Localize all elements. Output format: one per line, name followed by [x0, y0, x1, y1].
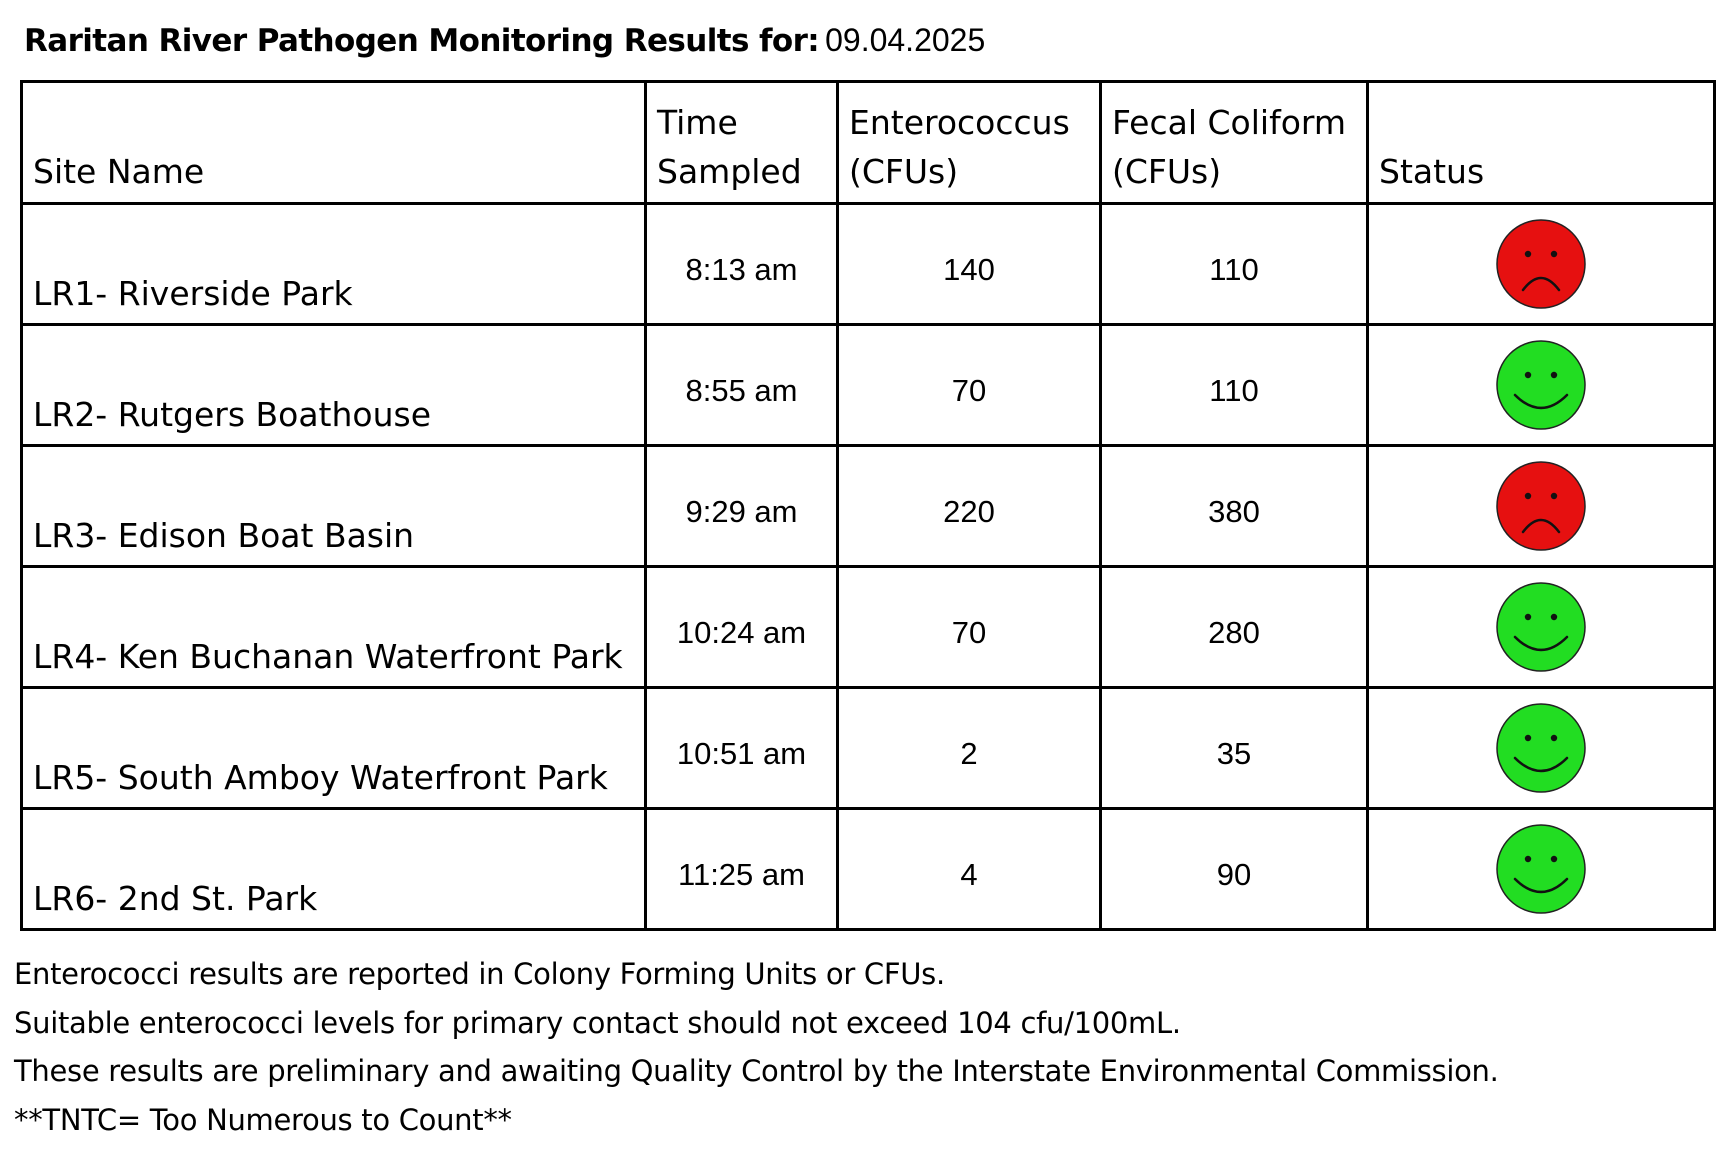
note-line: Suitable enterococci levels for primary … [14, 1005, 1181, 1040]
site-name-cell: LR6- 2nd St. Park [20, 807, 647, 931]
site-name-cell: LR4- Ken Buchanan Waterfront Park [20, 565, 647, 689]
time-sampled-cell: 11:25 am [644, 807, 839, 931]
header-site-name: Site Name [20, 80, 647, 205]
table-row: LR4- Ken Buchanan Waterfront Park 10:24 a… [20, 565, 1716, 689]
time-sampled-cell: 9:29 am [644, 444, 839, 568]
fecal-coliform-cell: 280 [1099, 565, 1369, 689]
status-cell [1366, 323, 1716, 447]
enterococcus-cell: 140 [836, 202, 1102, 326]
table-row: LR6- 2nd St. Park 11:25 am 4 90 [20, 807, 1716, 931]
frowny-face-icon [1496, 461, 1586, 551]
note-line: These results are preliminary and awaiti… [14, 1054, 1499, 1088]
enterococcus-cell: 220 [836, 444, 1102, 568]
fecal-coliform-cell: 110 [1099, 202, 1369, 326]
site-name-cell: LR2- Rutgers Boathouse [20, 323, 647, 447]
smiley-face-icon [1496, 582, 1586, 672]
time-sampled-cell: 8:55 am [644, 323, 839, 447]
status-cell [1366, 444, 1716, 568]
time-sampled-cell: 8:13 am [644, 202, 839, 326]
enterococcus-cell: 70 [836, 565, 1102, 689]
time-sampled-cell: 10:24 am [644, 565, 839, 689]
smiley-face-icon [1496, 824, 1586, 914]
enterococcus-cell: 4 [836, 807, 1102, 931]
results-table: Site Name Time Sampled Enterococcus (CFUs)… [20, 80, 1716, 931]
header-enterococcus: Enterococcus (CFUs) [836, 80, 1102, 205]
table-row: LR2- Rutgers Boathouse 8:55 am 70 110 [20, 323, 1716, 447]
fecal-coliform-cell: 110 [1099, 323, 1369, 447]
site-name-cell: LR5- South Amboy Waterfront Park [20, 686, 647, 810]
site-name-cell: LR1- Riverside Park [20, 202, 647, 326]
enterococcus-cell: 2 [836, 686, 1102, 810]
time-sampled-cell: 10:51 am [644, 686, 839, 810]
site-name-cell: LR3- Edison Boat Basin [20, 444, 647, 568]
header-row: Site Name Time Sampled Enterococcus (CFUs)… [20, 80, 1716, 205]
enterococcus-cell: 70 [836, 323, 1102, 447]
status-cell [1366, 686, 1716, 810]
note-line: **TNTC= Too Numerous to Count** [14, 1102, 512, 1137]
fecal-coliform-cell: 380 [1099, 444, 1369, 568]
table-row: LR3- Edison Boat Basin 9:29 am 220 380 [20, 444, 1716, 568]
status-cell [1366, 565, 1716, 689]
page-title: Raritan River Pathogen Monitoring Result… [24, 22, 985, 59]
header-fecal-coliform: Fecal Coliform (CFUs) [1099, 80, 1369, 205]
header-status: Status [1366, 80, 1716, 205]
smiley-face-icon [1496, 703, 1586, 793]
header-time-sampled: Time Sampled [644, 80, 839, 205]
smiley-face-icon [1496, 340, 1586, 430]
note-line: Enterococci results are reported in Colo… [14, 957, 945, 991]
notes: Enterococci results are reported in Colo… [14, 950, 1499, 1144]
frowny-face-icon [1496, 219, 1586, 309]
status-cell [1366, 807, 1716, 931]
status-cell [1366, 202, 1716, 326]
fecal-coliform-cell: 90 [1099, 807, 1369, 931]
title-label: Raritan River Pathogen Monitoring Result… [24, 23, 820, 59]
table-row: LR1- Riverside Park 8:13 am 140 110 [20, 202, 1716, 326]
fecal-coliform-cell: 35 [1099, 686, 1369, 810]
title-date: 09.04.2025 [825, 22, 986, 58]
table-row: LR5- South Amboy Waterfront Park 10:51 am… [20, 686, 1716, 810]
